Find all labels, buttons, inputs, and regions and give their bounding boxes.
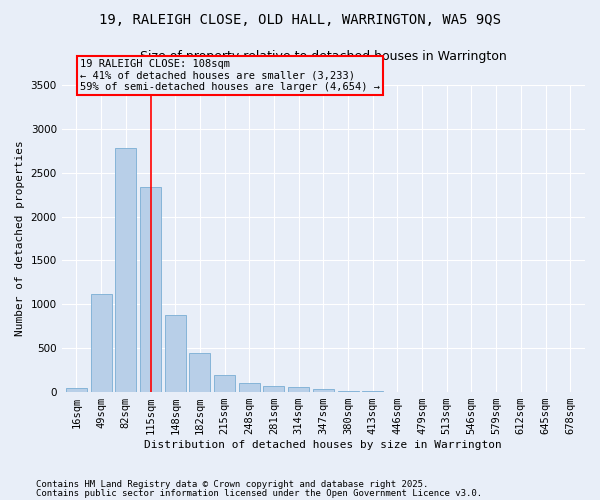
Text: Contains HM Land Registry data © Crown copyright and database right 2025.: Contains HM Land Registry data © Crown c… (36, 480, 428, 489)
Bar (288, 388, 309, 392)
Title: Size of property relative to detached houses in Warrington: Size of property relative to detached ho… (140, 50, 507, 63)
Text: 19 RALEIGH CLOSE: 108sqm
← 41% of detached houses are smaller (3,233)
59% of sem: 19 RALEIGH CLOSE: 108sqm ← 41% of detach… (80, 59, 380, 92)
Bar (239, 383, 260, 392)
Bar (165, 315, 186, 392)
Bar (190, 354, 211, 392)
Bar (140, 187, 161, 392)
Bar (115, 148, 136, 392)
Text: Contains public sector information licensed under the Open Government Licence v3: Contains public sector information licen… (36, 488, 482, 498)
Bar (338, 391, 359, 392)
Bar (66, 388, 87, 392)
Bar (313, 389, 334, 392)
Bar (214, 374, 235, 392)
X-axis label: Distribution of detached houses by size in Warrington: Distribution of detached houses by size … (145, 440, 502, 450)
Bar (91, 294, 112, 392)
Text: 19, RALEIGH CLOSE, OLD HALL, WARRINGTON, WA5 9QS: 19, RALEIGH CLOSE, OLD HALL, WARRINGTON,… (99, 12, 501, 26)
Y-axis label: Number of detached properties: Number of detached properties (15, 140, 25, 336)
Bar (263, 386, 284, 392)
